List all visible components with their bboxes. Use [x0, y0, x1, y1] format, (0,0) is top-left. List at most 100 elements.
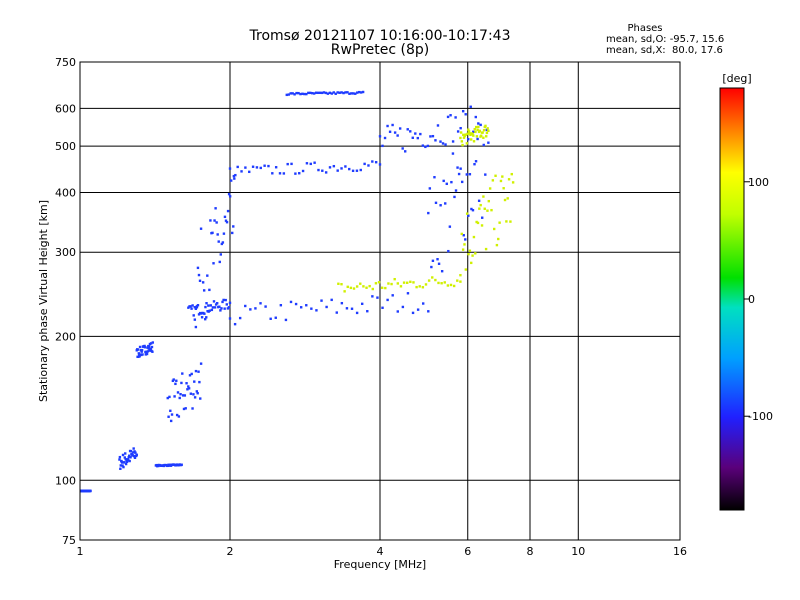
data-point [119, 464, 122, 467]
data-point [434, 278, 437, 282]
data-point [421, 144, 425, 147]
data-point [488, 187, 492, 190]
data-point [352, 92, 355, 95]
data-point [471, 209, 475, 212]
data-point [371, 287, 374, 291]
data-point [285, 93, 288, 97]
data-point [259, 302, 262, 305]
data-point [140, 353, 143, 357]
data-point [199, 227, 203, 230]
data-point [388, 130, 392, 133]
data-point [149, 347, 152, 350]
data-point [138, 345, 142, 349]
data-point [251, 165, 255, 168]
data-point [132, 447, 135, 450]
data-point [293, 93, 296, 96]
data-point [480, 134, 483, 137]
data-point [134, 451, 137, 454]
data-point [416, 308, 420, 311]
data-point [463, 134, 466, 138]
data-point [305, 92, 308, 96]
data-point [487, 199, 490, 203]
data-point [193, 318, 197, 321]
data-point [404, 150, 407, 153]
data-point [359, 282, 362, 285]
data-point [486, 209, 489, 212]
data-point [149, 349, 152, 352]
data-point [474, 125, 478, 129]
data-point [510, 172, 513, 176]
data-point [212, 300, 216, 303]
data-point [210, 308, 214, 312]
data-point [222, 298, 225, 302]
data-point [121, 453, 125, 457]
data-point [419, 132, 422, 136]
data-point [130, 452, 134, 456]
phase-stats-x: mean, sd,X: 80.0, 17.6 [606, 45, 723, 56]
data-point [183, 394, 187, 397]
data-point [401, 147, 404, 150]
data-point [460, 140, 464, 143]
data-point [434, 201, 438, 205]
data-point [205, 316, 208, 319]
data-point [470, 261, 473, 265]
data-point [151, 341, 155, 344]
data-point [307, 91, 310, 95]
data-point [460, 180, 464, 184]
data-point [140, 350, 143, 353]
data-point [299, 92, 302, 96]
data-point [226, 209, 230, 213]
x-axis-label: Frequency [MHz] [334, 558, 426, 571]
data-point [482, 136, 485, 139]
data-point [473, 163, 476, 166]
data-point [441, 142, 445, 145]
data-point [89, 489, 92, 493]
data-point [124, 462, 128, 466]
data-point [505, 220, 508, 223]
data-point [365, 286, 368, 289]
data-point [340, 301, 344, 305]
data-point [196, 266, 200, 270]
data-point [466, 132, 469, 135]
data-point [127, 459, 130, 462]
data-point [474, 252, 477, 255]
data-point [507, 178, 511, 181]
chart-subtitle: RwPretec (8p) [331, 42, 429, 58]
data-point [125, 460, 129, 464]
x-tick-label: 1 [77, 545, 84, 558]
data-point [414, 132, 417, 135]
data-point [336, 91, 339, 94]
data-point [378, 163, 382, 166]
data-point [263, 164, 266, 167]
data-point [244, 304, 247, 308]
data-point [453, 195, 456, 199]
data-point [482, 195, 485, 198]
data-point [289, 92, 292, 95]
data-point [401, 305, 405, 309]
data-point [406, 281, 409, 284]
data-point [393, 131, 397, 134]
data-point [220, 242, 224, 246]
data-point [402, 281, 406, 284]
data-point [118, 458, 121, 461]
data-point [424, 283, 428, 286]
data-point [465, 142, 469, 145]
data-point [470, 207, 473, 211]
data-point [359, 168, 362, 172]
data-point [314, 91, 318, 94]
data-point [198, 380, 201, 384]
data-point [180, 463, 183, 466]
data-point [336, 169, 339, 172]
data-point [493, 227, 496, 231]
data-point [469, 105, 472, 108]
data-point [169, 409, 172, 413]
data-point [216, 233, 219, 236]
data-point [350, 307, 354, 310]
data-point [502, 187, 505, 190]
data-point [194, 325, 198, 329]
data-point [481, 216, 484, 219]
data-point [187, 385, 190, 388]
data-point [374, 161, 378, 164]
data-point [138, 355, 141, 358]
